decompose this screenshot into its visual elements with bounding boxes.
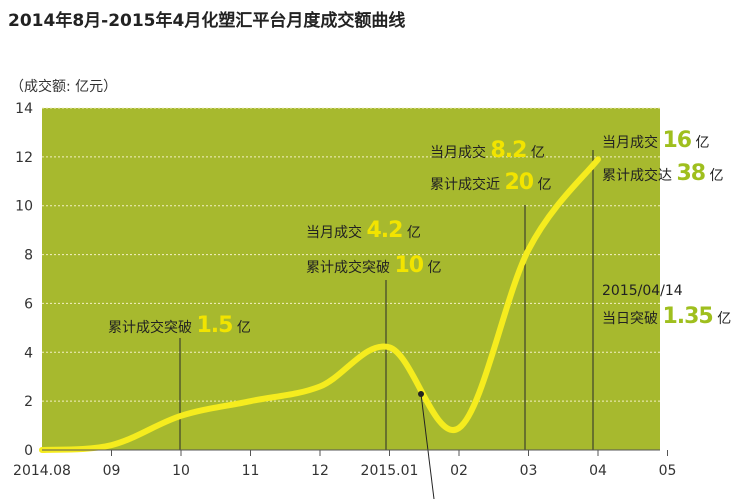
x-tick-label: 2014.08: [13, 463, 71, 479]
annotation-unit: 亿: [406, 225, 421, 241]
annotation-apr-cumulative: 累计成交达 38 亿: [602, 163, 724, 185]
gridlines: [42, 107, 660, 402]
y-tick-label: 8: [24, 248, 33, 264]
annotation-apr-monthly: 当月成交 16 亿: [602, 130, 710, 152]
x-axis-ticks: 2014.08 09 10 11 12 2015.01 02 03 04 05: [13, 450, 676, 479]
annotation-text: 当日突破: [602, 311, 658, 327]
annotation-date: 2015/04/14: [602, 283, 683, 299]
series-line: [39, 156, 601, 453]
annotation-jan-monthly: 当月成交 4.2 亿: [306, 220, 421, 242]
annotation-unit: 亿: [709, 168, 724, 184]
y-tick-label: 4: [24, 345, 33, 361]
y-axis-unit-label: （成交额: 亿元）: [10, 79, 118, 95]
annotation-leader-lines: [179, 150, 594, 450]
y-tick-label: 12: [15, 150, 33, 166]
x-tick-label: 2015.01: [361, 463, 419, 479]
annotation-jan-cumulative: 累计成交突破 10 亿: [306, 255, 442, 277]
annotation-daily-date: 2015/04/14: [602, 284, 683, 298]
x-tick-label: 09: [103, 463, 121, 479]
chart-title: 2014年8月-2015年4月化塑汇平台月度成交额曲线: [8, 11, 406, 31]
annotation-number: 16: [662, 128, 692, 153]
annotation-mar-monthly: 当月成交 8.2 亿: [430, 140, 545, 162]
annotation-text: 累计成交达: [602, 168, 672, 184]
annotation-number: 4.2: [366, 218, 403, 243]
annotation-number: 8.2: [490, 138, 527, 163]
y-axis-ticks: 0 2 4 6 8 10 12 14: [15, 101, 33, 459]
y-tick-label: 6: [24, 296, 33, 312]
y-tick-label: 0: [24, 443, 33, 459]
annotation-number: 20: [504, 170, 534, 195]
annotation-text: 累计成交近: [430, 177, 500, 193]
annotation-unit: 亿: [537, 177, 552, 193]
x-tick-label: 04: [589, 463, 607, 479]
annotation-text: 当月成交: [430, 145, 486, 161]
x-tick-label: 12: [311, 463, 329, 479]
annotation-daily-record: 当日突破 1.35 亿: [602, 306, 731, 328]
annotation-text: 当月成交: [602, 135, 658, 151]
x-tick-label: 03: [520, 463, 538, 479]
annotation-number: 1.35: [662, 304, 713, 329]
y-tick-label: 2: [24, 394, 33, 410]
x-tick-label: 11: [242, 463, 260, 479]
x-tick-label: 05: [659, 463, 677, 479]
annotation-text: 当月成交: [306, 225, 362, 241]
annotation-unit: 亿: [530, 145, 545, 161]
annotation-number: 38: [676, 161, 706, 186]
annotation-unit: 亿: [695, 135, 710, 151]
y-tick-label: 14: [15, 101, 33, 117]
annotation-text: 累计成交突破: [306, 260, 390, 276]
y-tick-label: 10: [15, 199, 33, 215]
annotation-cumulative-1-5: 累计成交突破 1.5 亿: [108, 315, 251, 337]
annotation-mar-cumulative: 累计成交近 20 亿: [430, 172, 552, 194]
annotation-unit: 亿: [236, 320, 251, 336]
x-tick-label: 10: [172, 463, 190, 479]
annotation-text: 累计成交突破: [108, 320, 192, 336]
plot-area: [42, 108, 660, 450]
x-tick-label: 02: [450, 463, 468, 479]
annotation-unit: 亿: [717, 311, 732, 327]
annotation-number: 10: [394, 253, 424, 278]
annotation-number: 1.5: [196, 313, 233, 338]
annotation-unit: 亿: [427, 260, 442, 276]
pointer-line: [420, 393, 435, 499]
